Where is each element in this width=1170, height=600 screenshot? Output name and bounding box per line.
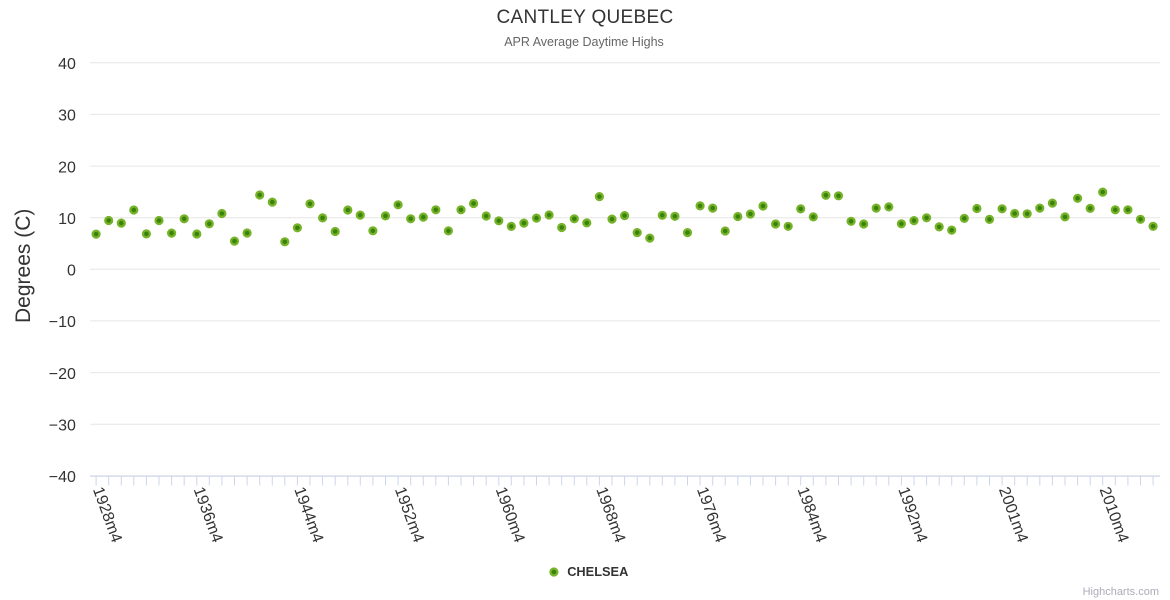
svg-text:CHELSEA: CHELSEA (567, 564, 628, 579)
svg-text:Degrees (C): Degrees (C) (12, 209, 35, 323)
svg-text:Highcharts.com: Highcharts.com (1083, 586, 1159, 598)
svg-text:APR Average Daytime Highs: APR Average Daytime Highs (504, 35, 664, 49)
svg-text:30: 30 (58, 108, 76, 125)
svg-text:−40: −40 (49, 469, 76, 486)
svg-text:−10: −10 (49, 314, 76, 331)
svg-text:−20: −20 (49, 366, 76, 383)
svg-text:10: 10 (58, 211, 76, 228)
svg-text:−30: −30 (49, 418, 76, 435)
svg-text:40: 40 (58, 56, 76, 73)
svg-text:CANTLEY QUEBEC: CANTLEY QUEBEC (496, 7, 673, 28)
svg-text:0: 0 (67, 263, 76, 280)
svg-text:20: 20 (58, 159, 76, 176)
